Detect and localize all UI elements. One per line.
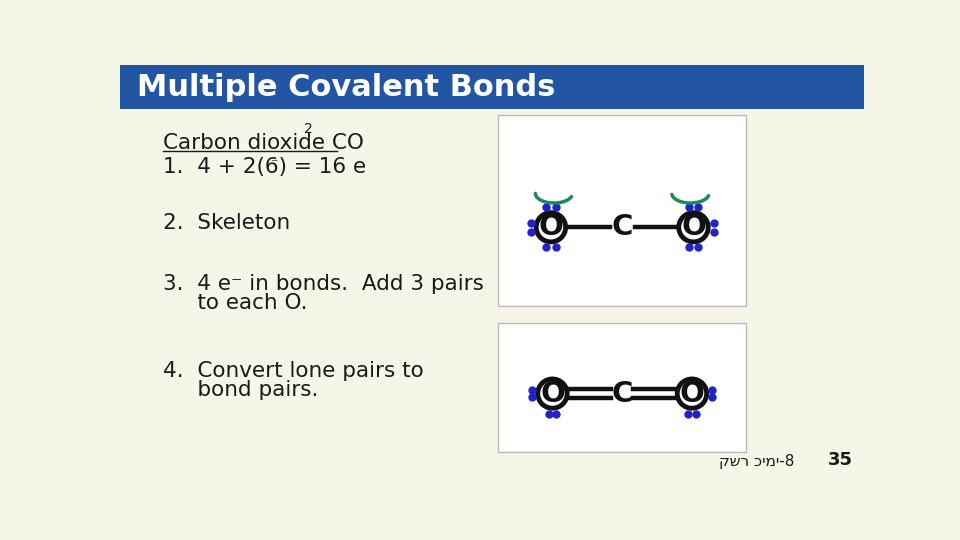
Text: bond pairs.: bond pairs.: [162, 381, 318, 401]
Text: 3.  4 e⁻ in bonds.  Add 3 pairs: 3. 4 e⁻ in bonds. Add 3 pairs: [162, 274, 484, 294]
Text: O: O: [539, 213, 564, 241]
Text: קשר כימי-8: קשר כימי-8: [719, 454, 794, 469]
FancyBboxPatch shape: [498, 115, 746, 306]
Text: C: C: [612, 213, 633, 241]
FancyBboxPatch shape: [498, 323, 746, 452]
FancyBboxPatch shape: [120, 65, 864, 110]
Text: 35: 35: [828, 451, 852, 469]
Text: to each O.: to each O.: [162, 294, 307, 314]
Text: ⁻: ⁻: [271, 157, 277, 171]
Text: Multiple Covalent Bonds: Multiple Covalent Bonds: [137, 72, 556, 102]
Text: O: O: [681, 213, 706, 241]
Text: 4.  Convert lone pairs to: 4. Convert lone pairs to: [162, 361, 423, 381]
Text: 2: 2: [303, 122, 312, 136]
Text: O: O: [540, 380, 564, 408]
Text: C: C: [612, 380, 633, 408]
Text: Carbon dioxide CO: Carbon dioxide CO: [162, 132, 364, 153]
Text: 2.  Skeleton: 2. Skeleton: [162, 213, 290, 233]
Text: 1.  4 + 2(6) = 16 e: 1. 4 + 2(6) = 16 e: [162, 157, 366, 177]
Text: O: O: [680, 380, 705, 408]
